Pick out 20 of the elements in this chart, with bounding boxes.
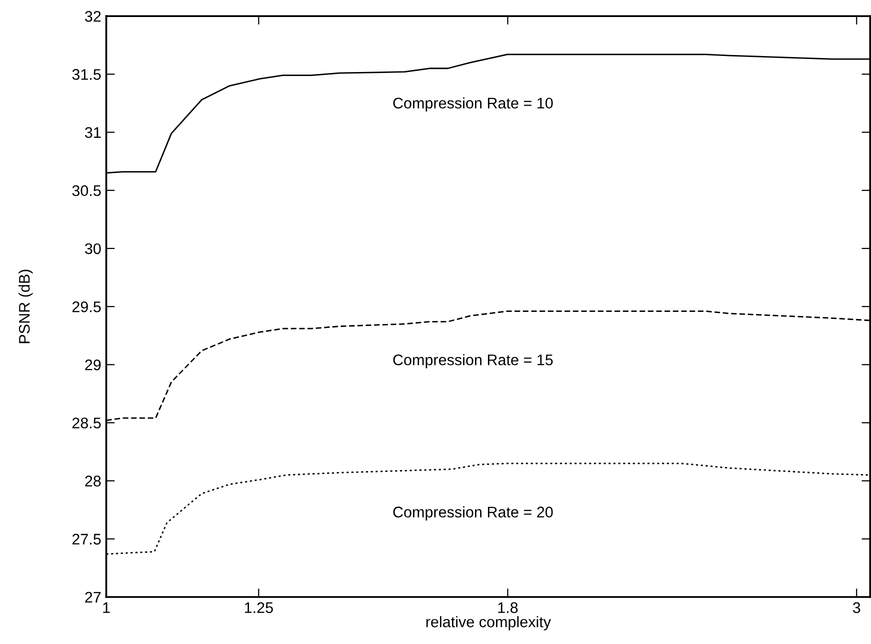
y-tick-label: 29.5 <box>72 301 101 312</box>
y-tick-label: 30 <box>84 243 101 254</box>
y-axis-title: PSNR (dB) <box>18 270 33 344</box>
series-label: Compression Rate = 10 <box>393 97 553 112</box>
text: Compression Rate = 20 <box>393 506 553 521</box>
x-tick-label: 1.25 <box>244 602 273 614</box>
y-tick-label: 28.5 <box>72 418 101 428</box>
y-tick-label: 31.5 <box>72 69 101 80</box>
y-tick-label: 30.5 <box>72 185 101 196</box>
y-tick-label: 28 <box>85 476 101 486</box>
x-tick-label: 1.8 <box>498 602 518 614</box>
series-label: Compression Rate = 15 <box>393 354 553 368</box>
y-tick-label: 31 <box>84 127 101 138</box>
x-axis-title: relative complexity <box>426 616 551 630</box>
y-tick-label: 29 <box>85 360 101 370</box>
x-tick-label: 3 <box>852 602 860 614</box>
y-tick-label: 27 <box>85 592 101 603</box>
x-tick-label: 1 <box>103 602 110 613</box>
y-tick-label: 27.5 <box>72 534 101 545</box>
y-tick-label: 32 <box>84 10 101 22</box>
